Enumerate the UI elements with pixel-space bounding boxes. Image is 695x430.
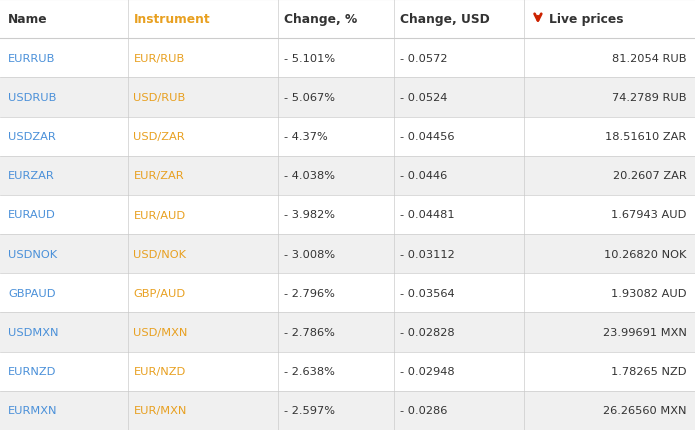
Text: USD/NOK: USD/NOK: [133, 249, 186, 259]
Text: - 0.04456: - 0.04456: [400, 132, 454, 142]
Text: USD/RUB: USD/RUB: [133, 93, 186, 103]
Text: EURAUD: EURAUD: [8, 210, 56, 220]
Text: USD/MXN: USD/MXN: [133, 327, 188, 337]
Bar: [0, 117, 695, 157]
Bar: [0, 234, 695, 273]
Text: - 0.03112: - 0.03112: [400, 249, 455, 259]
Text: USDRUB: USDRUB: [8, 93, 57, 103]
Bar: [0, 352, 695, 391]
Bar: [0, 196, 695, 234]
Text: - 0.02948: - 0.02948: [400, 366, 455, 376]
Bar: [0, 273, 695, 313]
Text: EUR/MXN: EUR/MXN: [133, 405, 187, 415]
Text: - 3.982%: - 3.982%: [284, 210, 334, 220]
Text: - 0.02828: - 0.02828: [400, 327, 455, 337]
Text: 10.26820 NOK: 10.26820 NOK: [604, 249, 687, 259]
Bar: [0, 39, 695, 78]
Text: - 2.597%: - 2.597%: [284, 405, 334, 415]
Text: - 0.0524: - 0.0524: [400, 93, 447, 103]
Text: 26.26560 MXN: 26.26560 MXN: [603, 405, 687, 415]
Text: EURMXN: EURMXN: [8, 405, 58, 415]
Text: EURZAR: EURZAR: [8, 171, 55, 181]
Text: - 5.067%: - 5.067%: [284, 93, 334, 103]
Bar: [0, 313, 695, 352]
Text: EUR/NZD: EUR/NZD: [133, 366, 186, 376]
Bar: [0, 0, 695, 39]
Text: 18.51610 ZAR: 18.51610 ZAR: [605, 132, 687, 142]
Bar: [0, 391, 695, 430]
Text: - 0.0572: - 0.0572: [400, 54, 447, 64]
Text: - 2.786%: - 2.786%: [284, 327, 334, 337]
Text: - 2.796%: - 2.796%: [284, 288, 334, 298]
Text: EURRUB: EURRUB: [8, 54, 56, 64]
Text: Change, USD: Change, USD: [400, 13, 489, 26]
Text: GBP/AUD: GBP/AUD: [133, 288, 186, 298]
Text: USDMXN: USDMXN: [8, 327, 59, 337]
Text: 1.93082 AUD: 1.93082 AUD: [611, 288, 687, 298]
Text: - 0.03564: - 0.03564: [400, 288, 455, 298]
Text: 74.2789 RUB: 74.2789 RUB: [612, 93, 687, 103]
Text: USD/ZAR: USD/ZAR: [133, 132, 185, 142]
Bar: [0, 157, 695, 196]
Text: EURNZD: EURNZD: [8, 366, 57, 376]
Text: Change, %: Change, %: [284, 13, 357, 26]
Text: EUR/ZAR: EUR/ZAR: [133, 171, 184, 181]
Text: Name: Name: [8, 13, 48, 26]
Text: - 4.038%: - 4.038%: [284, 171, 334, 181]
Text: - 3.008%: - 3.008%: [284, 249, 335, 259]
Text: 20.2607 ZAR: 20.2607 ZAR: [613, 171, 687, 181]
Bar: [0, 78, 695, 117]
Text: - 5.101%: - 5.101%: [284, 54, 335, 64]
Text: EUR/AUD: EUR/AUD: [133, 210, 186, 220]
Text: - 0.0286: - 0.0286: [400, 405, 447, 415]
Text: EUR/RUB: EUR/RUB: [133, 54, 185, 64]
Text: USDZAR: USDZAR: [8, 132, 56, 142]
Text: GBPAUD: GBPAUD: [8, 288, 56, 298]
Text: 1.78265 NZD: 1.78265 NZD: [611, 366, 687, 376]
Text: - 4.37%: - 4.37%: [284, 132, 327, 142]
Text: 1.67943 AUD: 1.67943 AUD: [612, 210, 687, 220]
Text: Live prices: Live prices: [549, 13, 623, 26]
Text: 23.99691 MXN: 23.99691 MXN: [603, 327, 687, 337]
Text: USDNOK: USDNOK: [8, 249, 58, 259]
Text: - 2.638%: - 2.638%: [284, 366, 334, 376]
Text: - 0.04481: - 0.04481: [400, 210, 455, 220]
Text: - 0.0446: - 0.0446: [400, 171, 447, 181]
Text: Instrument: Instrument: [133, 13, 210, 26]
Text: 81.2054 RUB: 81.2054 RUB: [612, 54, 687, 64]
